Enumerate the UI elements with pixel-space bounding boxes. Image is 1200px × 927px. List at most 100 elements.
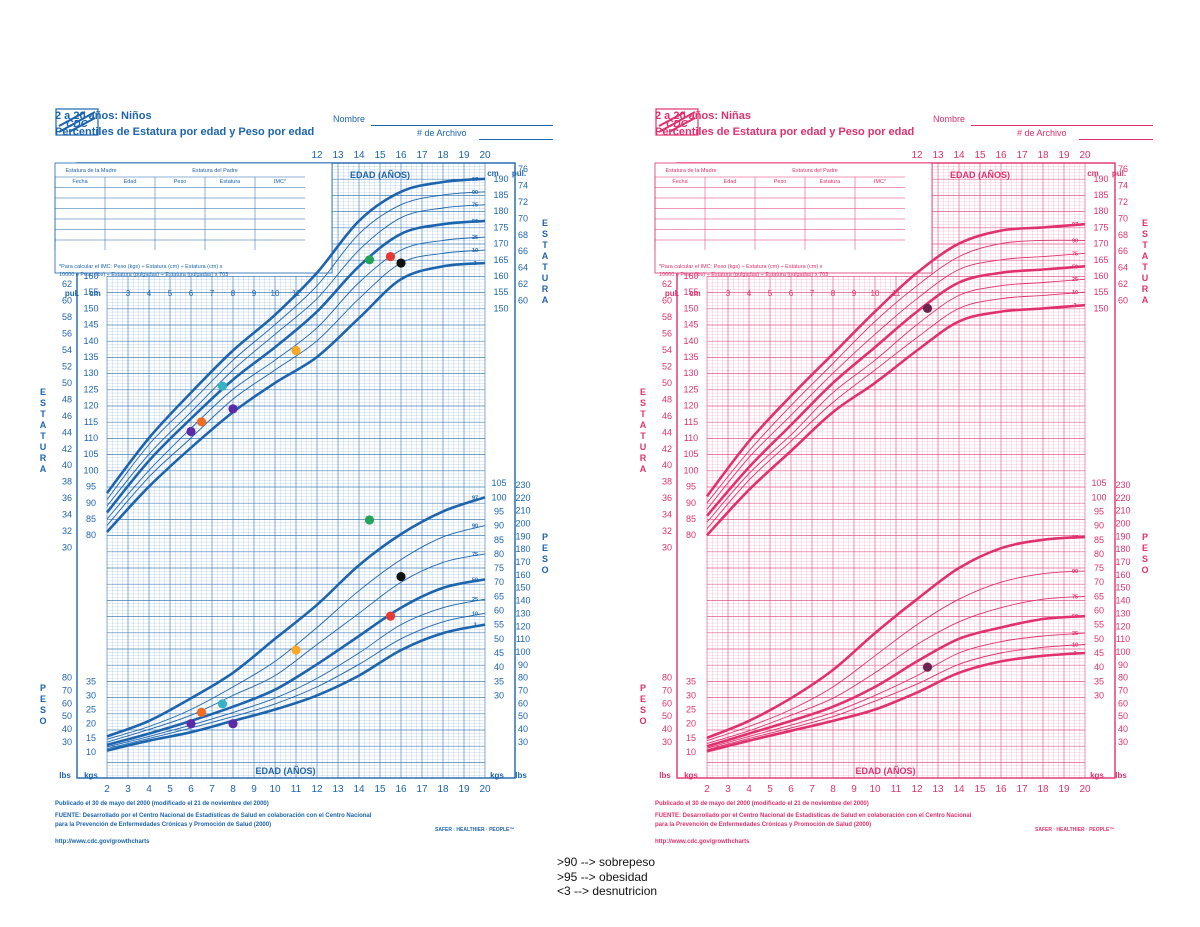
weight-curve-p25 (706, 632, 1086, 749)
pul-label-right: pul. (1112, 169, 1126, 178)
x-tick: 3 (125, 784, 131, 795)
peso-letter-right: S (542, 554, 548, 564)
measurement-point-stature (217, 381, 228, 391)
weight-curve-p97 (706, 535, 1086, 740)
stature-cm-tick-right: 190 (493, 174, 508, 184)
estatura-letter-left: A (40, 464, 47, 474)
x-tick-top: 15 (374, 150, 386, 161)
estatura-letter-right: U (542, 273, 549, 283)
stature-cm-tick: 80 (686, 530, 696, 540)
estatura-letter-left: T (640, 409, 646, 419)
footer-published: Publicado el 30 de mayo del 2000 (modifi… (55, 801, 269, 807)
measurement-point-stature (385, 251, 396, 262)
stature-in-tick-right: 76 (518, 164, 528, 174)
x-tick-inner: 6 (789, 289, 794, 298)
stature-in-tick-right: 62 (1118, 279, 1128, 289)
x-tick: 4 (746, 784, 752, 795)
estatura-letter-right: E (1142, 218, 1148, 228)
x-tick-inner: 7 (210, 289, 215, 298)
weight-kg-tick: 35 (686, 676, 696, 686)
table-col-header: Estatura (220, 179, 241, 185)
table-col-header: Peso (174, 179, 187, 185)
weight-curve-p97 (106, 496, 486, 738)
svg-text:CDC: CDC (66, 119, 88, 130)
weight-kg-tick-right: 95 (1094, 506, 1104, 516)
peso-letter-right: P (542, 532, 548, 542)
weight-lb-tick-right: 100 (1115, 647, 1130, 657)
weight-kg-tick: 20 (86, 719, 96, 729)
estatura-letter-left: E (40, 387, 46, 397)
stature-curve-label: 10 (1072, 290, 1078, 296)
kgs-label-right: kgs (490, 771, 504, 780)
x-tick: 18 (437, 784, 449, 795)
stature-curve-p50 (706, 265, 1086, 517)
weight-kg-tick-right: 55 (494, 620, 504, 630)
weight-kg-tick-right: 45 (494, 648, 504, 658)
lbs-label: lbs (659, 771, 671, 780)
estatura-letter-left: U (640, 442, 647, 452)
x-tick-inner: 8 (231, 289, 236, 298)
stature-curve-p25 (706, 278, 1086, 523)
table-mother-label: Estatura de la Madre (665, 168, 716, 174)
stature-in-tick: 50 (62, 378, 72, 388)
weight-lb-tick-right: 40 (1118, 724, 1128, 734)
x-tick: 15 (374, 784, 386, 795)
x-tick: 11 (291, 784, 302, 795)
table-col-header: Edad (724, 179, 737, 185)
weight-lb-tick-right: 90 (1118, 660, 1128, 670)
data-table: Estatura de la Madre Estatura del Padre Fe… (54, 162, 333, 278)
x-tick-top: 17 (416, 150, 428, 161)
weight-kg-tick-right: 90 (494, 521, 504, 531)
weight-kg-tick-right: 60 (494, 606, 504, 616)
stature-cm-tick-right: 165 (493, 255, 508, 265)
stature-curve-p90 (106, 191, 486, 500)
weight-lb-tick-right: 50 (1118, 711, 1128, 721)
x-tick-top: 18 (437, 150, 449, 161)
weight-curve-p3 (706, 651, 1086, 753)
weight-curve-p75 (706, 595, 1086, 744)
weight-curve-label: 3 (1073, 651, 1076, 657)
stature-cm-tick: 130 (683, 368, 698, 378)
weight-kg-tick: 30 (86, 690, 96, 700)
peso-letter-left: S (40, 705, 46, 715)
stature-cm-tick: 120 (83, 401, 98, 411)
stature-cm-tick: 110 (84, 433, 98, 443)
weight-lb-tick-right: 70 (1118, 685, 1128, 695)
weight-curve-p75 (106, 553, 486, 743)
weight-kg-tick-right: 75 (494, 563, 504, 573)
stature-in-tick: 32 (62, 526, 72, 536)
weight-lb-tick-right: 220 (515, 493, 530, 503)
weight-lb-tick-right: 160 (515, 570, 530, 580)
stature-curve-label: 50 (1072, 264, 1078, 270)
stature-curve-label: 3 (473, 261, 476, 267)
nombre-line (371, 125, 553, 126)
x-tick: 5 (167, 784, 173, 795)
estatura-letter-left: R (40, 453, 47, 463)
stature-cm-tick: 105 (683, 449, 698, 459)
weight-lb-tick-right: 130 (1115, 608, 1130, 618)
weight-lb-tick: 40 (62, 724, 72, 734)
legend-line: >90 --> sobrepeso (557, 855, 656, 869)
weight-kg-tick-right: 100 (1091, 492, 1106, 502)
stature-in-tick: 46 (62, 411, 72, 421)
stature-cm-tick-right: 170 (1093, 239, 1108, 249)
stature-curve-label: 90 (472, 190, 478, 196)
stature-cm-tick: 85 (686, 514, 696, 524)
weight-lb-tick-right: 80 (518, 673, 528, 683)
weight-curve-label: 97 (472, 495, 478, 501)
x-tick-top: 13 (332, 150, 344, 161)
x-tick: 2 (104, 784, 110, 795)
x-tick-inner: 9 (252, 289, 257, 298)
x-tick: 16 (995, 784, 1007, 795)
x-axis-title-top: EDAD (AÑOS) (950, 170, 1010, 180)
stature-cm-tick: 125 (683, 384, 698, 394)
legend: >90 --> sobrepeso >95 --> obesidad <3 --… (557, 855, 657, 899)
estatura-letter-right: S (542, 229, 548, 239)
nombre-label: Nombre (933, 114, 966, 124)
weight-kg-tick-right: 75 (1094, 563, 1104, 573)
footer-source: FUENTE: Desarrollado por el Centro Nacio… (655, 813, 972, 828)
stature-in-tick: 52 (662, 361, 672, 371)
x-tick: 15 (974, 784, 986, 795)
weight-kg-tick-right: 85 (494, 535, 504, 545)
stature-cm-tick-right: 150 (493, 303, 508, 313)
